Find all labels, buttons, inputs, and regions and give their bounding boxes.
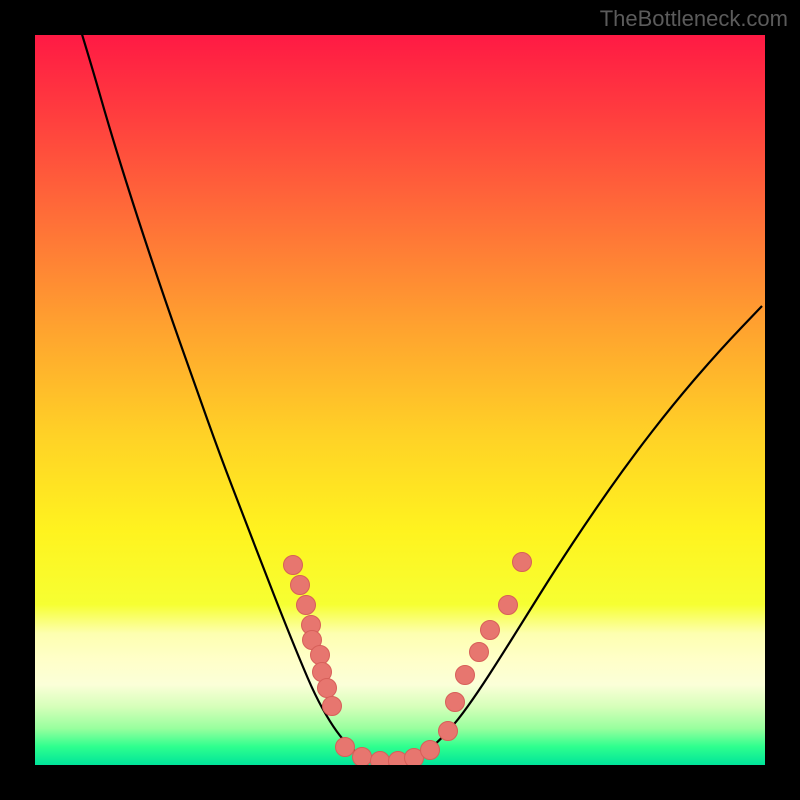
- watermark-text: TheBottleneck.com: [600, 6, 788, 32]
- marker-dot: [318, 679, 337, 698]
- marker-dot: [297, 596, 316, 615]
- marker-dot: [446, 693, 465, 712]
- outer-frame: TheBottleneck.com: [0, 0, 800, 800]
- marker-dot: [311, 646, 330, 665]
- marker-dot: [323, 697, 342, 716]
- marker-dot: [439, 722, 458, 741]
- marker-dot: [284, 556, 303, 575]
- marker-dot: [291, 576, 310, 595]
- marker-dot: [456, 666, 475, 685]
- chart-svg: [0, 0, 800, 800]
- marker-dot: [499, 596, 518, 615]
- marker-dot: [421, 741, 440, 760]
- marker-dot: [513, 553, 532, 572]
- plot-background: [35, 35, 765, 765]
- marker-dot: [353, 748, 372, 767]
- marker-dot: [371, 752, 390, 771]
- marker-dot: [470, 643, 489, 662]
- marker-dot: [336, 738, 355, 757]
- marker-dot: [481, 621, 500, 640]
